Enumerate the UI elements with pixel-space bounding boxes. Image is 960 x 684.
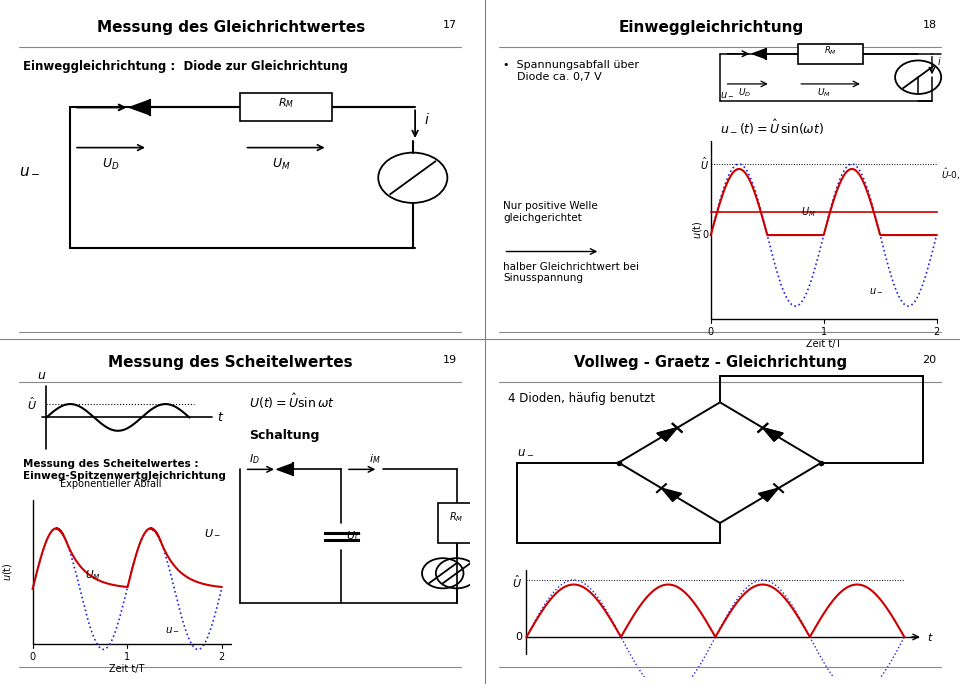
Text: Einweggleichrichtung: Einweggleichrichtung bbox=[618, 21, 804, 36]
Text: 0: 0 bbox=[708, 327, 714, 337]
Text: 17: 17 bbox=[443, 21, 457, 30]
Text: Nur positive Welle
gleichgerichtet: Nur positive Welle gleichgerichtet bbox=[503, 201, 598, 223]
Text: $R_M$: $R_M$ bbox=[278, 96, 294, 110]
Text: $U_M$: $U_M$ bbox=[273, 157, 291, 172]
Text: $t$: $t$ bbox=[217, 411, 225, 424]
Polygon shape bbox=[276, 464, 293, 475]
Polygon shape bbox=[657, 428, 677, 441]
Text: $i_M$: $i_M$ bbox=[369, 453, 380, 466]
Text: $u_-$: $u_-$ bbox=[869, 285, 883, 295]
Text: Einweggleichrichtung :  Diode zur Gleichrichtung: Einweggleichrichtung : Diode zur Gleichr… bbox=[23, 60, 348, 73]
Text: $t$: $t$ bbox=[927, 631, 934, 643]
Text: $i$: $i$ bbox=[424, 112, 430, 127]
Text: 2: 2 bbox=[219, 652, 225, 662]
Polygon shape bbox=[130, 100, 150, 115]
Text: $R_M$: $R_M$ bbox=[825, 44, 837, 57]
FancyBboxPatch shape bbox=[240, 93, 332, 122]
Text: $I_D$: $I_D$ bbox=[250, 453, 260, 466]
Text: $U(t)=\hat{U}\sin\omega t$: $U(t)=\hat{U}\sin\omega t$ bbox=[250, 393, 335, 411]
Polygon shape bbox=[657, 428, 677, 441]
Text: $u_-$: $u_-$ bbox=[165, 624, 180, 635]
Text: $U_M$: $U_M$ bbox=[84, 568, 100, 582]
Text: $u_-(t)=\hat{U}\,\sin(\omega t)$: $u_-(t)=\hat{U}\,\sin(\omega t)$ bbox=[720, 118, 824, 135]
Text: $\hat{U}$: $\hat{U}$ bbox=[700, 156, 708, 172]
Text: $\hat{U}$: $\hat{U}$ bbox=[512, 573, 522, 590]
Text: $u_-$: $u_-$ bbox=[517, 445, 535, 458]
Polygon shape bbox=[753, 49, 766, 59]
Text: $u_-$: $u_-$ bbox=[720, 90, 734, 99]
Text: 18: 18 bbox=[923, 21, 937, 30]
Text: 2: 2 bbox=[933, 327, 940, 337]
FancyBboxPatch shape bbox=[438, 503, 475, 543]
Text: 0: 0 bbox=[703, 230, 708, 240]
Text: $u$: $u$ bbox=[37, 369, 46, 382]
Text: $\hat{U}$: $\hat{U}$ bbox=[27, 396, 37, 412]
Polygon shape bbox=[661, 488, 682, 501]
Text: $R_M$: $R_M$ bbox=[449, 510, 464, 524]
Text: $U_C$: $U_C$ bbox=[346, 529, 362, 543]
Text: halber Gleichrichtwert bei
Sinusspannung: halber Gleichrichtwert bei Sinusspannung bbox=[503, 261, 639, 283]
Text: $u$(t): $u$(t) bbox=[691, 220, 704, 239]
Text: Zeit t/T: Zeit t/T bbox=[806, 339, 841, 349]
Text: 0: 0 bbox=[30, 652, 36, 662]
Text: $\hat{U}$-0,7 V: $\hat{U}$-0,7 V bbox=[941, 166, 960, 182]
FancyBboxPatch shape bbox=[799, 44, 863, 64]
Text: Schaltung: Schaltung bbox=[250, 429, 320, 442]
Text: Messung des Gleichrichtwertes: Messung des Gleichrichtwertes bbox=[97, 21, 365, 36]
Text: $U_M$: $U_M$ bbox=[801, 205, 816, 219]
Text: 0: 0 bbox=[515, 632, 522, 642]
Polygon shape bbox=[758, 488, 779, 501]
Text: Messung des Scheitelwertes :
Einweg-Spitzenwertgleichrichtung: Messung des Scheitelwertes : Einweg-Spit… bbox=[23, 460, 227, 481]
Text: $U_M$: $U_M$ bbox=[817, 87, 830, 99]
Text: Vollweg - Graetz - Gleichrichtung: Vollweg - Graetz - Gleichrichtung bbox=[574, 356, 848, 371]
Polygon shape bbox=[763, 428, 783, 441]
Text: $U_-$: $U_-$ bbox=[204, 528, 222, 538]
Polygon shape bbox=[763, 428, 783, 441]
Text: $U_D$: $U_D$ bbox=[738, 87, 752, 99]
Text: 20: 20 bbox=[923, 356, 937, 365]
Text: $i$: $i$ bbox=[937, 55, 941, 68]
Text: $U_D$: $U_D$ bbox=[102, 157, 119, 172]
Text: 4 Dioden, häufig benutzt: 4 Dioden, häufig benutzt bbox=[508, 393, 655, 406]
Text: 19: 19 bbox=[443, 356, 457, 365]
Text: Zeit t/T: Zeit t/T bbox=[109, 663, 145, 674]
Text: 1: 1 bbox=[124, 652, 131, 662]
Text: $u$(t): $u$(t) bbox=[1, 562, 14, 581]
Text: $u_-$: $u_-$ bbox=[19, 162, 40, 177]
Text: Messung des Scheitelwertes: Messung des Scheitelwertes bbox=[108, 356, 353, 371]
Text: Exponentieller Abfall: Exponentieller Abfall bbox=[60, 479, 161, 490]
Text: •  Spannungsabfall über
    Diode ca. 0,7 V: • Spannungsabfall über Diode ca. 0,7 V bbox=[503, 60, 639, 82]
Text: 1: 1 bbox=[821, 327, 827, 337]
